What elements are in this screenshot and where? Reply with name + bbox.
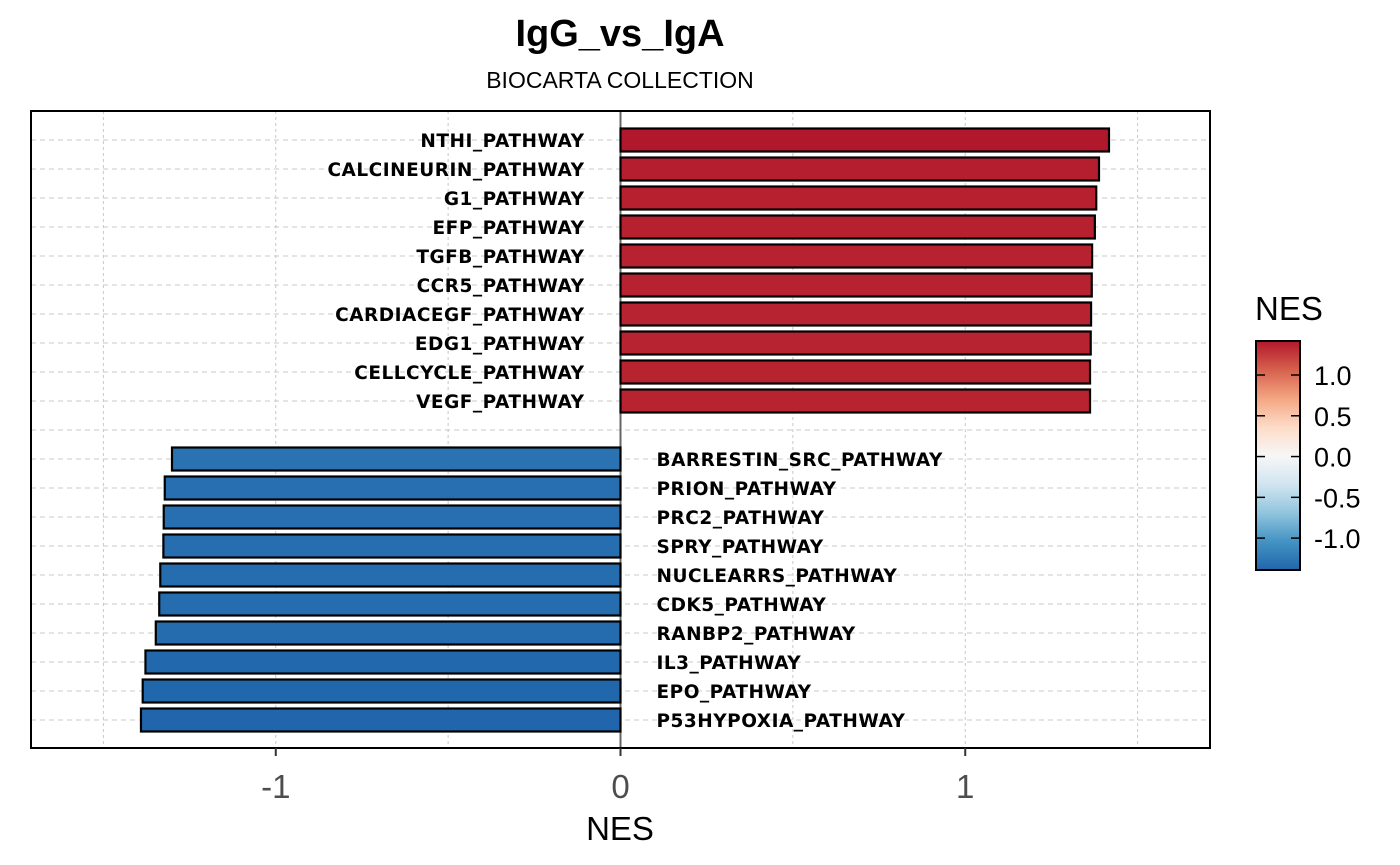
bar-label: PRION_PATHWAY xyxy=(657,479,837,500)
colorbar xyxy=(1255,340,1301,571)
bar-label: RANBP2_PATHWAY xyxy=(657,624,856,645)
bar-g1-pathway xyxy=(619,185,1098,211)
bar-label: BARRESTIN_SRC_PATHWAY xyxy=(657,450,943,471)
bar-efp-pathway xyxy=(619,214,1096,240)
legend-tick-label: -1.0 xyxy=(1314,524,1361,554)
bar-label: PRC2_PATHWAY xyxy=(657,508,825,529)
x-tick-label: 0 xyxy=(611,768,629,805)
bar-label: TGFB_PATHWAY xyxy=(416,247,584,268)
bar-edg1-pathway xyxy=(619,330,1092,356)
legend-tick-label: 0.0 xyxy=(1314,443,1352,473)
bar-prion-pathway xyxy=(163,475,622,501)
legend-ticks: 1.0 0.5 0.0 -0.5 -1.0 xyxy=(1256,361,1361,554)
legend-tick-label: 1.0 xyxy=(1314,361,1352,391)
x-tick-label: -1 xyxy=(261,768,290,805)
bar-label: CDK5_PATHWAY xyxy=(657,595,827,616)
bar-label: CALCINEURIN_PATHWAY xyxy=(327,160,584,181)
bar-ranbp2-pathway xyxy=(154,620,622,646)
bar-p53hypoxia-pathway xyxy=(139,707,622,733)
bar-label: CELLCYCLE_PATHWAY xyxy=(354,363,584,384)
bar-label: CCR5_PATHWAY xyxy=(417,276,585,297)
bar-nthi-pathway xyxy=(619,127,1111,153)
bar-calcineurin-pathway xyxy=(619,156,1101,182)
x-axis: -1 0 1 xyxy=(261,748,974,805)
bar-vegf-pathway xyxy=(619,388,1092,414)
x-tick-label: 1 xyxy=(956,768,974,805)
bar-label: G1_PATHWAY xyxy=(444,189,585,210)
bar-spry-pathway xyxy=(162,533,622,559)
bar-label: EPO_PATHWAY xyxy=(657,682,812,703)
bar-label: CARDIACEGF_PATHWAY xyxy=(335,305,584,326)
bar-ccr5-pathway xyxy=(619,272,1093,298)
legend-tick-label: 0.5 xyxy=(1314,402,1352,432)
bar-label: VEGF_PATHWAY xyxy=(416,392,584,413)
bar-il3-pathway xyxy=(144,649,622,675)
color-legend: NES 1.0 0.5 0.0 -0.5 -1.0 xyxy=(1255,290,1361,571)
x-axis-title: NES xyxy=(586,810,654,847)
bar-cdk5-pathway xyxy=(158,591,622,617)
bar-epo-pathway xyxy=(141,678,622,704)
legend-tick-label: -0.5 xyxy=(1314,483,1361,513)
bar-cellcycle-pathway xyxy=(619,359,1092,385)
bar-label: NTHI_PATHWAY xyxy=(420,131,584,152)
chart-subtitle: BIOCARTA COLLECTION xyxy=(486,67,754,93)
bars xyxy=(139,127,1111,733)
bar-barrestin-src-pathway xyxy=(170,446,622,472)
legend-title: NES xyxy=(1255,290,1323,327)
bar-label: IL3_PATHWAY xyxy=(657,653,802,674)
bar-tgfb-pathway xyxy=(619,243,1094,269)
bar-prc2-pathway xyxy=(162,504,622,530)
bar-label: SPRY_PATHWAY xyxy=(657,537,824,558)
bar-cardiacegf-pathway xyxy=(619,301,1093,327)
plot-panel: NTHI_PATHWAY CALCINEURIN_PATHWAY G1_PATHWA… xyxy=(30,110,1211,749)
bar-labels: NTHI_PATHWAY CALCINEURIN_PATHWAY G1_PATHWA… xyxy=(327,131,942,732)
bar-nuclearrs-pathway xyxy=(159,562,622,588)
bar-label: NUCLEARRS_PATHWAY xyxy=(657,566,898,587)
bar-label: EFP_PATHWAY xyxy=(433,218,585,239)
chart-title: IgG_vs_IgA xyxy=(515,13,724,55)
bar-label: EDG1_PATHWAY xyxy=(415,334,585,355)
bar-label: P53HYPOXIA_PATHWAY xyxy=(657,711,906,732)
